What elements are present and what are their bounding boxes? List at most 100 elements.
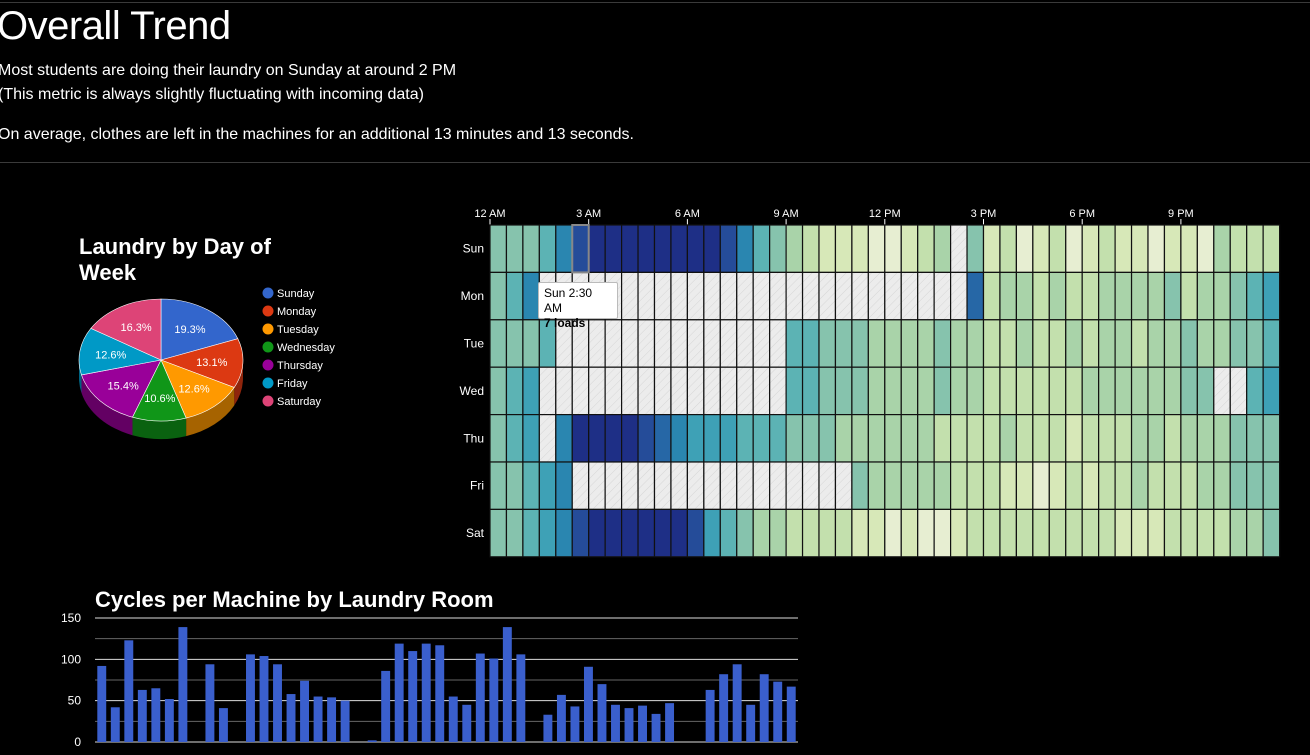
bar <box>286 694 296 742</box>
heatmap-cell <box>1130 461 1149 511</box>
heatmap-cell <box>966 319 985 368</box>
heatmap-cell <box>1015 461 1034 511</box>
x-tick-label: 3 PM <box>971 208 997 220</box>
heatmap-cell <box>917 366 935 416</box>
heatmap-cell <box>1032 224 1050 274</box>
heatmap-cell <box>1180 319 1198 368</box>
bar <box>502 627 512 742</box>
heatmap-cell <box>851 319 869 368</box>
heatmap-cell <box>670 319 688 368</box>
bar <box>638 705 647 742</box>
heatmap-cell <box>522 508 540 558</box>
heatmap-cell <box>505 508 524 558</box>
heatmap-cell <box>818 366 837 416</box>
heatmap-cell <box>489 224 508 274</box>
heatmap-cell <box>1130 224 1149 274</box>
heatmap-cell <box>736 319 754 368</box>
heatmap-cell <box>1081 271 1100 321</box>
heatmap-cell <box>489 319 508 368</box>
bar <box>164 699 174 742</box>
heatmap-cell <box>686 414 705 463</box>
row-label-sat: Sat <box>466 526 485 540</box>
bar <box>489 658 499 742</box>
heatmap-cell <box>1163 224 1182 274</box>
bar <box>611 704 620 742</box>
heatmap-cell <box>950 414 968 463</box>
heatmap-cell <box>999 319 1018 368</box>
heatmap-cell <box>884 508 902 558</box>
heatmap-cell <box>1229 271 1248 321</box>
heatmap-cell <box>982 508 1001 558</box>
heatmap-cell <box>1114 508 1133 558</box>
heatmap-cell <box>1032 461 1050 511</box>
heatmap-panel: 12 AM 3 AM 6 AM 9 AM 12 PM 3 PM 6 PM 9 PM Sun Mon… <box>440 195 1290 565</box>
heatmap-cell <box>982 271 1001 321</box>
bar <box>340 700 350 742</box>
heatmap-cell <box>653 461 672 511</box>
heatmap-cell <box>801 366 820 416</box>
pie-chart-panel: Laundry by Day of Week 19.3% 13.1% 12.6% 10.6… <box>60 220 360 470</box>
heatmap-cell <box>522 224 540 274</box>
heatmap-cell <box>982 224 1001 274</box>
legend-label-wednesday: Wednesday <box>277 342 335 354</box>
bar <box>773 681 783 742</box>
heatmap-cell <box>752 271 771 321</box>
heatmap-cell <box>719 224 738 274</box>
heatmap-cell <box>653 271 672 321</box>
bar <box>556 694 566 742</box>
heatmap-cell <box>851 461 869 511</box>
legend-label-sunday: Sunday <box>277 288 315 300</box>
bar <box>719 674 729 742</box>
heatmap-cell <box>686 508 705 558</box>
bar <box>218 708 228 742</box>
row-label-fri: Fri <box>470 479 484 493</box>
heatmap-cell <box>966 271 985 321</box>
heatmap-cell <box>703 366 721 416</box>
pie-label-tuesday: 12.6% <box>178 384 209 396</box>
heatmap-cell <box>966 366 985 416</box>
heatmap-cell <box>1032 366 1050 416</box>
heatmap-cell <box>1098 461 1116 511</box>
heatmap-cell <box>1246 414 1264 463</box>
y-tick-label: 50 <box>68 694 82 708</box>
heatmap-cell <box>637 224 656 274</box>
heatmap-cell <box>1065 414 1083 463</box>
heatmap-cell <box>966 224 985 274</box>
bar <box>421 643 431 742</box>
heatmap-cell <box>571 366 590 416</box>
heatmap-cell <box>1147 508 1166 558</box>
heatmap-cell <box>621 366 639 416</box>
pie-slice-thursday <box>81 359 162 418</box>
bar <box>543 714 553 742</box>
heatmap-cell <box>736 366 754 416</box>
heatmap-cell <box>1229 224 1248 274</box>
heatmap-cell <box>917 508 935 558</box>
heatmap-cell <box>670 461 688 511</box>
heatmap-cell <box>950 461 968 511</box>
heatmap-cell <box>621 414 639 463</box>
heatmap-cell <box>752 224 771 274</box>
heatmap-cell <box>588 414 606 463</box>
heatmap-cell <box>900 271 919 321</box>
heatmap-cell <box>1130 271 1149 321</box>
heatmap-cell <box>867 224 886 274</box>
heatmap-cell <box>933 461 952 511</box>
heatmap-cell <box>1262 224 1281 274</box>
heatmap-cell <box>1065 224 1083 274</box>
heatmap-cell <box>1081 366 1100 416</box>
heatmap-cell <box>933 366 952 416</box>
heatmap-cell <box>1180 224 1198 274</box>
bar <box>475 653 485 742</box>
heatmap-cell <box>1262 271 1281 321</box>
heatmap-cell <box>1262 319 1281 368</box>
legend-label-saturday: Saturday <box>277 396 322 408</box>
heatmap-cell <box>1180 508 1198 558</box>
heatmap-cell <box>1229 461 1248 511</box>
heatmap-cell <box>1130 414 1149 463</box>
heatmap-cell <box>1163 319 1182 368</box>
heatmap-cell <box>801 319 820 368</box>
heatmap-cell <box>637 271 656 321</box>
bar <box>448 696 458 742</box>
heatmap-cell <box>555 461 573 511</box>
bar <box>124 640 134 742</box>
